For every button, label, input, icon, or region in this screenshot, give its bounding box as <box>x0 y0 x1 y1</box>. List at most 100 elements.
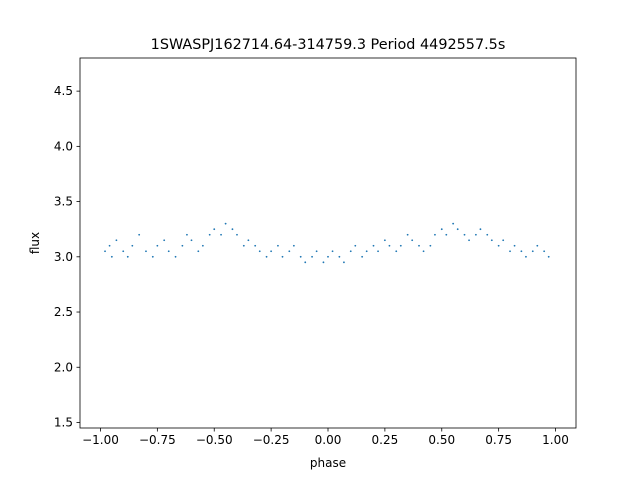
scatter-point <box>520 250 523 253</box>
scatter-point <box>322 261 325 264</box>
y-axis-ticks: 1.5 2.0 2.5 3.0 3.5 4.0 4.5 <box>54 84 80 429</box>
scatter-point <box>429 244 432 247</box>
scatter-point <box>525 255 527 258</box>
x-tick-label: 1.00 <box>542 433 569 447</box>
x-tick-label: 0.00 <box>315 433 342 447</box>
data-points <box>104 222 550 264</box>
scatter-point <box>395 250 398 253</box>
x-axis-ticks: −1.00 −0.75 −0.50 −0.25 0.00 0.25 0.50 0.75 1.00 <box>82 428 569 447</box>
scatter-point <box>452 222 455 225</box>
scatter-point <box>304 261 307 264</box>
scatter-point <box>422 250 425 253</box>
scatter-point <box>388 244 391 247</box>
scatter-point <box>536 244 539 247</box>
scatter-point <box>174 255 177 258</box>
scatter-point <box>197 250 200 253</box>
scatter-point <box>440 228 443 231</box>
scatter-point <box>138 233 141 236</box>
scatter-point <box>338 255 341 258</box>
scatter-point <box>486 233 489 236</box>
scatter-point <box>201 244 204 247</box>
scatter-point <box>254 244 257 247</box>
scatter-point <box>349 250 352 253</box>
scatter-point <box>265 255 268 258</box>
x-tick-label: 0.25 <box>372 433 399 447</box>
scatter-point <box>299 255 302 258</box>
scatter-point <box>361 255 364 258</box>
scatter-point <box>331 250 334 253</box>
scatter-point <box>490 239 493 242</box>
scatter-point <box>270 250 273 253</box>
scatter-point <box>365 250 368 253</box>
scatter-point <box>479 228 482 231</box>
scatter-point <box>411 239 414 242</box>
scatter-point <box>126 255 129 258</box>
scatter-point <box>258 250 261 253</box>
x-tick-label: 0.50 <box>428 433 455 447</box>
scatter-point <box>190 239 193 242</box>
scatter-point <box>343 261 345 264</box>
scatter-point <box>502 239 505 242</box>
x-tick-label: −1.00 <box>82 433 119 447</box>
y-tick-label: 3.5 <box>54 195 73 209</box>
y-tick-label: 2.5 <box>54 305 73 319</box>
x-axis-label: phase <box>310 456 346 470</box>
plot-frame <box>79 57 577 429</box>
chart-title: 1SWASPJ162714.64-314759.3 Period 4492557… <box>151 37 506 53</box>
scatter-point <box>288 250 291 253</box>
scatter-point <box>213 228 216 231</box>
scatter-point <box>115 239 118 242</box>
scatter-point <box>531 250 534 253</box>
scatter-point <box>399 244 402 247</box>
scatter-point <box>354 244 357 247</box>
scatter-point <box>122 250 125 253</box>
y-tick-label: 4.5 <box>54 84 73 98</box>
x-tick-label: −0.50 <box>196 433 233 447</box>
scatter-point <box>163 239 166 242</box>
y-tick-label: 1.5 <box>54 415 73 429</box>
scatter-point <box>406 233 409 236</box>
scatter-point <box>151 255 154 258</box>
scatter-point <box>383 239 386 242</box>
x-tick-label: −0.25 <box>253 433 290 447</box>
scatter-point <box>543 250 546 253</box>
x-tick-label: 0.75 <box>485 433 512 447</box>
scatter-point <box>445 233 448 236</box>
scatter-point <box>156 244 159 247</box>
y-tick-label: 4.0 <box>54 139 73 153</box>
scatter-point <box>315 250 318 253</box>
scatter-point <box>145 250 147 253</box>
scatter-point <box>497 244 500 247</box>
scatter-point <box>131 244 134 247</box>
scatter-point <box>547 255 550 258</box>
scatter-point <box>311 255 313 258</box>
y-tick-label: 2.0 <box>54 360 73 374</box>
scatter-point <box>377 250 379 253</box>
x-tick-label: −0.75 <box>139 433 176 447</box>
scatter-point <box>327 255 329 258</box>
scatter-point <box>224 222 227 225</box>
y-tick-label: 3.0 <box>54 250 73 264</box>
scatter-point <box>292 244 295 247</box>
scatter-point <box>186 233 188 236</box>
scatter-point <box>463 233 466 236</box>
scatter-point <box>220 233 222 236</box>
scatter-point <box>277 244 279 247</box>
scatter-point <box>509 250 511 253</box>
scatter-point <box>372 244 375 247</box>
scatter-point <box>208 233 211 236</box>
scatter-point <box>474 233 477 236</box>
scatter-point <box>108 244 111 247</box>
scatter-point <box>104 250 106 253</box>
y-axis-label: flux <box>28 232 42 254</box>
scatter-point <box>236 233 238 236</box>
scatter-point <box>468 239 470 242</box>
scatter-point <box>281 255 284 258</box>
scatter-point <box>231 228 234 231</box>
scatter-point <box>110 255 113 258</box>
scatter-point <box>434 233 436 236</box>
scatter-point <box>167 250 170 253</box>
